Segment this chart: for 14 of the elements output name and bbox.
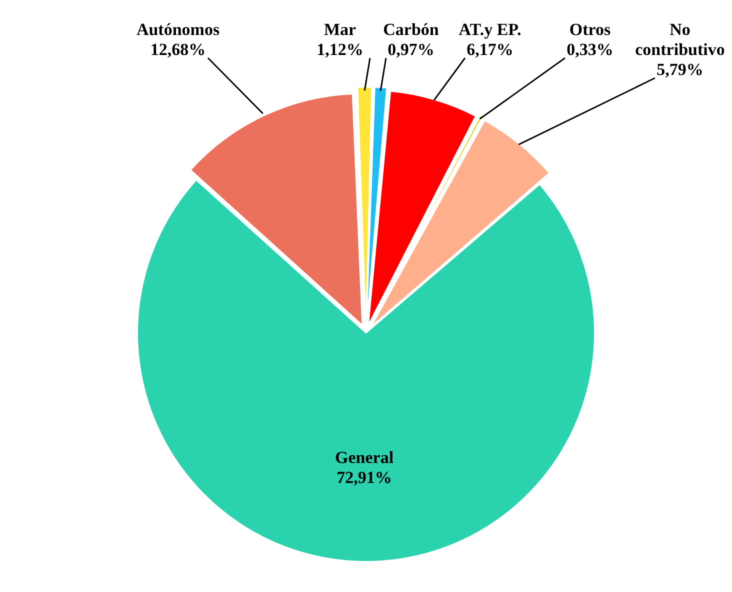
data-label: 0,33% [566, 40, 614, 59]
data-label: 6,17% [466, 40, 514, 59]
data-label: 12,68% [150, 40, 206, 59]
data-label: 0,97% [388, 40, 434, 59]
slice-label: Autónomos [136, 20, 220, 39]
slice-label: Otros [569, 20, 611, 39]
data-label: 5,79% [656, 60, 704, 79]
slice-label: AT.y EP. [458, 20, 522, 39]
slice-label: No contributivo [635, 20, 725, 59]
data-label: 72,91% [336, 468, 392, 487]
slice-label: General [334, 448, 394, 467]
slice-label: Mar [324, 20, 356, 39]
slice-label: Carbón [383, 20, 440, 39]
data-label: 1,12% [316, 40, 364, 59]
